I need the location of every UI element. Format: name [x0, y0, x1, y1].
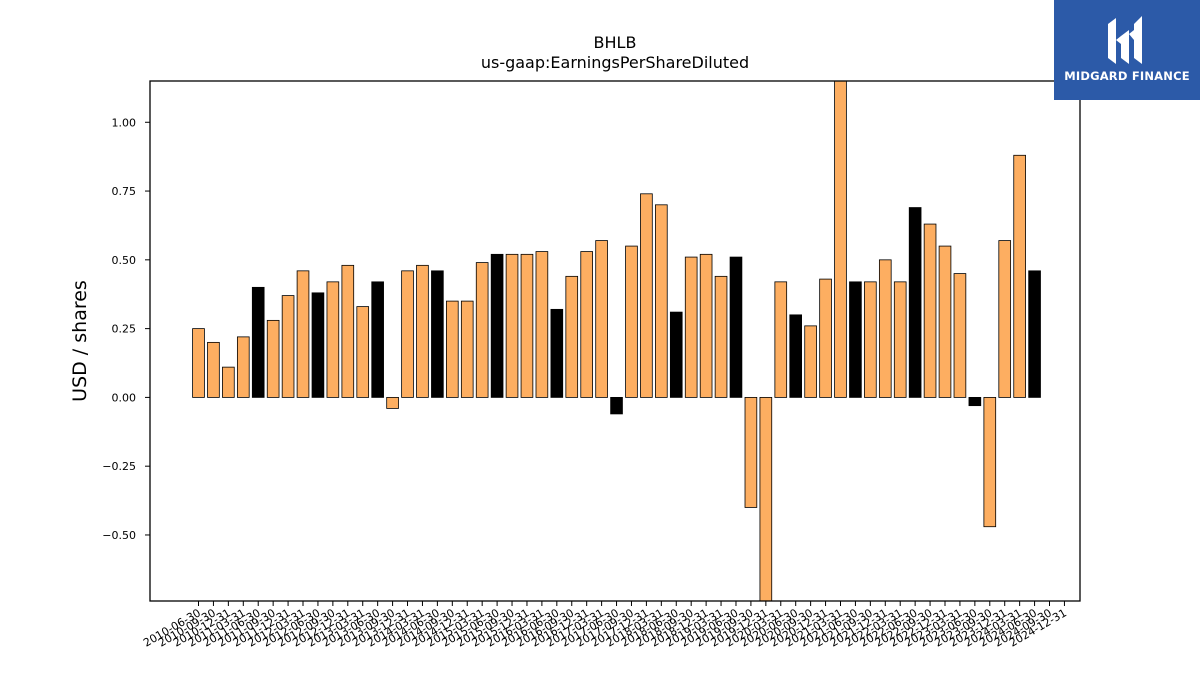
y-tick-label: 0.50	[112, 254, 137, 267]
bar-2019-12-31	[759, 396, 773, 602]
bar-2015-12-31	[520, 253, 534, 398]
bar-2011-12-31	[281, 295, 295, 398]
bar-2019-09-30	[744, 396, 758, 508]
chart-subtitle: us-gaap:EarningsPerShareDiluted	[481, 53, 749, 72]
bar-2017-03-31	[595, 240, 608, 398]
bar-2010-09-30	[207, 341, 220, 398]
bar-2014-09-30	[446, 300, 459, 398]
bar-2012-12-31	[341, 264, 355, 398]
midgard-finance-logo: MIDGARD FINANCE	[1054, 0, 1200, 100]
bar-2011-06-30	[251, 286, 265, 398]
brand-name: MIDGARD FINANCE	[1064, 69, 1190, 83]
bar-2018-06-30	[669, 311, 683, 398]
bar-2022-12-31	[938, 245, 952, 398]
bar-2013-12-31	[401, 270, 414, 398]
bar-2020-03-31	[774, 281, 788, 398]
bar-2021-09-30	[864, 281, 877, 398]
bar-2011-03-31	[236, 336, 250, 398]
bar-2022-06-30	[908, 207, 922, 398]
bar-2021-06-30	[849, 281, 862, 398]
y-tick-label: 1.00	[112, 116, 137, 129]
bar-2011-09-30	[266, 319, 280, 398]
bar-2021-12-31	[878, 259, 892, 398]
bar-2019-03-31	[714, 275, 728, 398]
y-tick-label: 0.25	[112, 323, 137, 336]
bar-2014-06-30	[431, 270, 444, 398]
bar-2017-06-30	[610, 396, 623, 415]
plot-frame	[149, 80, 1081, 602]
bar-2023-06-30	[968, 396, 982, 407]
bar-2022-09-30	[923, 223, 937, 398]
bar-2016-03-31	[535, 251, 549, 398]
bar-2013-06-30	[371, 281, 384, 398]
bar-2015-09-30	[505, 253, 519, 398]
y-tick-label: 0.75	[112, 185, 137, 198]
bar-2021-03-31	[834, 80, 847, 398]
bar-2019-06-30	[729, 256, 743, 398]
bar-2010-06-30	[192, 328, 205, 398]
bars-group	[192, 80, 1041, 602]
y-tick-label: −0.25	[102, 460, 136, 473]
bar-2016-06-30	[550, 308, 564, 398]
bar-2024-06-30	[1028, 270, 1041, 398]
bar-2024-03-31	[1013, 154, 1026, 398]
bar-2020-12-31	[819, 278, 832, 398]
bar-2013-09-30	[386, 396, 399, 409]
bar-2023-03-31	[953, 273, 967, 398]
bar-2018-03-31	[655, 204, 668, 398]
midgard-logo-icon	[1108, 16, 1142, 64]
bar-2012-09-30	[326, 281, 340, 398]
bar-2018-12-31	[699, 253, 713, 398]
bar-2013-03-31	[356, 306, 370, 398]
x-ticks-group: 2010-06-302010-09-302010-12-312011-03-31…	[141, 601, 1069, 650]
bar-2020-06-30	[789, 314, 802, 398]
bar-2023-09-30	[983, 396, 997, 528]
bar-2015-06-30	[490, 253, 504, 398]
y-ticks-group: −0.50 −0.25 0.00 0.25 0.50 0.75 1.00	[102, 116, 150, 542]
y-axis-label: USD / shares	[69, 280, 91, 402]
bar-2016-12-31	[580, 251, 593, 398]
chart-title: BHLB	[594, 33, 637, 52]
bar-2018-09-30	[684, 256, 698, 398]
bar-2023-12-31	[998, 240, 1012, 398]
bar-2012-06-30	[311, 292, 325, 398]
bar-2022-03-31	[893, 281, 907, 398]
y-tick-label: 0.00	[112, 391, 137, 404]
bar-2012-03-31	[296, 270, 310, 398]
bar-2020-09-30	[804, 325, 817, 398]
bar-2014-12-31	[460, 300, 474, 398]
bar-2016-09-30	[565, 275, 579, 398]
bar-2017-12-31	[640, 193, 653, 398]
bar-2010-12-31	[222, 366, 235, 398]
bar-2017-09-30	[625, 245, 638, 398]
bar-2014-03-31	[416, 264, 429, 398]
bar-2015-03-31	[475, 262, 489, 398]
y-tick-label: −0.50	[102, 529, 136, 542]
